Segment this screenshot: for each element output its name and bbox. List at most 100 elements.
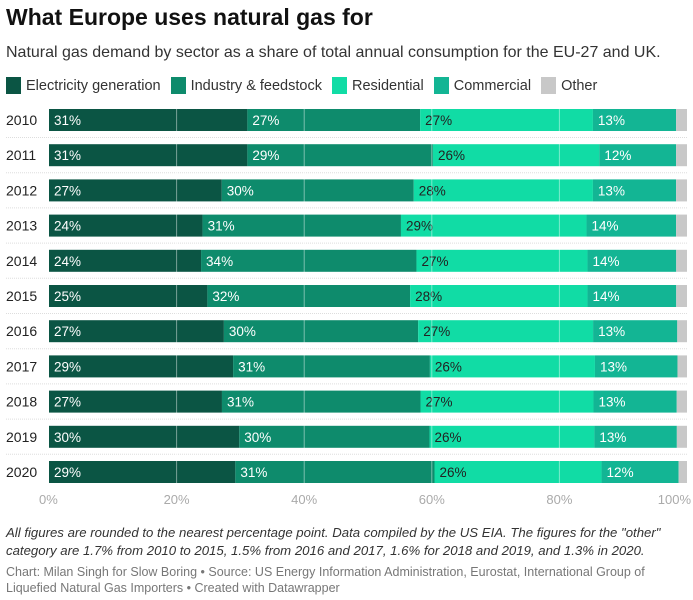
data-label: 27% [421,254,448,269]
legend-swatch [170,77,186,94]
data-label: 31% [227,395,254,410]
bar-segment [201,249,417,272]
bar-segment [416,249,588,272]
year-label: 2018 [6,394,37,410]
data-label: 31% [54,113,81,128]
bar-segment [49,249,202,272]
data-label: 29% [406,219,433,234]
bar-segment [49,285,208,307]
data-label: 31% [240,465,267,480]
year-label: 2020 [6,464,37,480]
year-label: 2012 [6,182,37,198]
legend-swatch [6,77,21,94]
bar-segment [247,109,421,131]
data-label: 34% [206,254,233,269]
data-label: 13% [599,430,626,445]
data-label: 26% [435,359,462,374]
legend: Electricity generation Industry & feedsto… [6,77,597,94]
legend-swatch [331,77,347,94]
data-label: 24% [54,254,81,269]
x-tick-label: 0% [39,492,58,507]
data-label: 13% [598,183,625,198]
data-label: 29% [54,359,81,374]
bar-segment [676,214,687,237]
chart-subtitle: Natural gas demand by sector as a share … [6,44,661,61]
bar-segment [676,144,687,167]
data-label: 27% [426,395,453,410]
bar-segment [677,320,687,343]
bar-segment [49,390,222,413]
data-label: 28% [419,183,446,198]
data-label: 26% [435,430,462,445]
year-label: 2016 [6,323,37,339]
bar-segment [420,390,594,413]
bar-segment [413,179,593,202]
data-label: 31% [208,219,235,234]
legend-item: Residential [331,77,424,94]
bar-segment [207,285,411,307]
data-label: 32% [212,289,239,304]
bar-segment [247,144,433,167]
bar-segment [676,285,687,307]
bar-segment [592,109,677,131]
bar-segment [601,461,679,483]
data-label: 30% [227,183,254,198]
bar-segment [676,109,687,131]
bar-segment [593,320,678,343]
bar-segment [434,461,602,483]
bar-segment [594,425,677,448]
bar-segment [586,214,677,237]
legend-item: Industry & feedstock [170,77,322,94]
bar-segment [49,320,224,343]
year-label: 2017 [6,358,37,374]
bar-segment [410,285,588,307]
bar-segment [202,214,401,237]
data-label: 31% [54,148,81,163]
bar-segment [49,109,248,131]
bar-segment [678,461,687,483]
bar-segment [676,179,687,202]
data-label: 14% [592,219,619,234]
bar-segment [420,109,593,131]
bar-segment [592,179,677,202]
data-label: 13% [598,113,625,128]
legend-label: Industry & feedstock [190,77,322,94]
data-label: 24% [54,219,81,234]
bar-segment [676,249,687,272]
bar-segment [233,355,430,378]
bar-segment [235,461,435,483]
chart-notes: All figures are rounded to the nearest p… [6,525,661,558]
bar-segment [221,390,421,413]
legend-item: Commercial [433,77,531,94]
year-label: 2010 [6,112,37,128]
x-tick-label: 20% [164,492,190,507]
data-label: 28% [415,289,442,304]
bar-segment [429,425,595,448]
bar-segment [221,179,414,202]
bar-segment [432,144,600,167]
data-label: 29% [252,148,279,163]
chart-title: What Europe uses natural gas for [6,4,373,30]
data-label: 27% [54,395,81,410]
data-label: 27% [54,324,81,339]
legend-label: Other [561,77,598,94]
bar-segment [676,425,687,448]
data-label: 29% [54,465,81,480]
data-label: 30% [244,430,271,445]
bar-segment [49,461,236,483]
bar-segment [429,355,595,378]
legend-swatch [541,77,557,94]
data-label: 12% [604,148,631,163]
data-label: 31% [238,359,265,374]
bar-segment [587,285,677,307]
bar-chart: 2010 31% 27% 27% 13% 2011 31% 29% 26% 12% 2012 27% 3… [6,109,691,507]
legend-label: Electricity generation [26,77,161,94]
data-label: 27% [425,113,452,128]
bar-segment [223,320,419,343]
data-label: 13% [598,395,625,410]
data-label: 14% [593,254,620,269]
data-label: 13% [600,359,627,374]
legend-swatch [433,77,449,94]
data-label: 27% [423,324,450,339]
bar-segment [599,144,677,167]
